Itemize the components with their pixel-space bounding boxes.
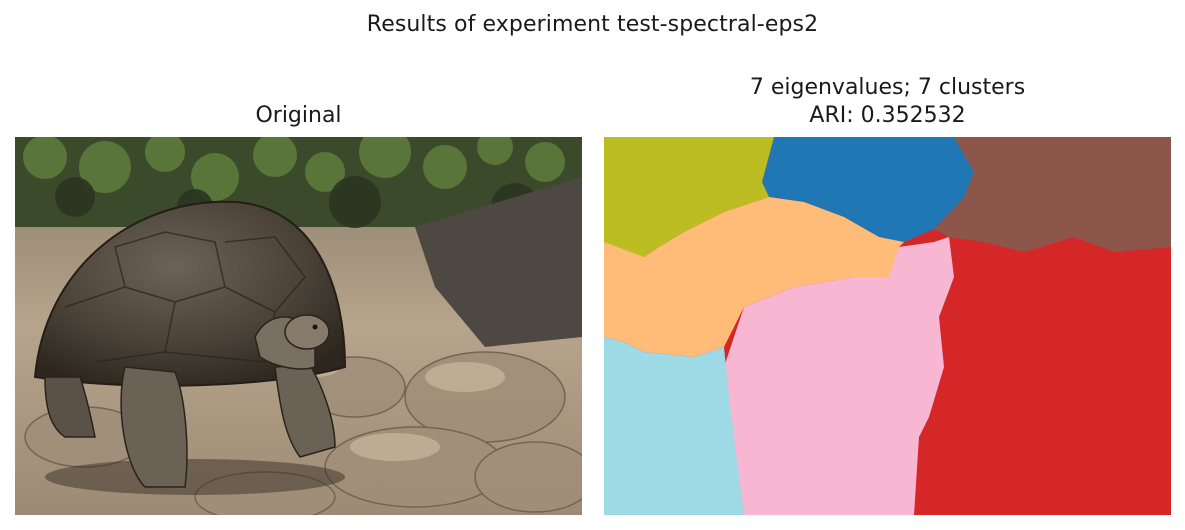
segmentation-image	[604, 137, 1171, 515]
original-image	[15, 137, 582, 515]
tortoise	[33, 200, 347, 495]
segmentation-title-line1: 7 eigenvalues; 7 clusters	[749, 75, 1026, 100]
original-panel-title: Original	[255, 103, 342, 128]
figure-suptitle: Results of experiment test-spectral-eps2	[366, 12, 819, 37]
cluster-region-blue	[762, 137, 974, 242]
cluster-region-peach	[604, 197, 904, 357]
tortoise-photo-icon	[15, 137, 582, 515]
segmentation-title-line2: ARI: 0.352532	[809, 103, 966, 128]
cluster-region-olive	[604, 137, 774, 257]
cluster-region-brown	[934, 137, 1171, 252]
cluster-map	[604, 137, 1171, 515]
cluster-region-cyan	[604, 337, 744, 515]
rocks-dark	[415, 177, 582, 347]
cluster-region-pink	[724, 237, 954, 515]
segmentation-panel-title: 7 eigenvalues; 7 clusters ARI: 0.352532	[604, 74, 1171, 130]
